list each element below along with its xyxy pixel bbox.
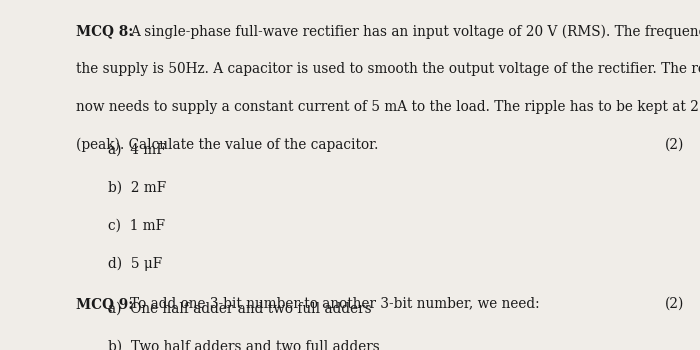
Text: the supply is 50Hz. A capacitor is used to smooth the output voltage of the rect: the supply is 50Hz. A capacitor is used … <box>76 62 700 76</box>
Text: (2): (2) <box>665 138 685 152</box>
Text: b)  2 mF: b) 2 mF <box>108 181 167 195</box>
Text: To add one 3-bit number to another 3-bit number, we need:: To add one 3-bit number to another 3-bit… <box>130 297 540 311</box>
Text: b)  Two half adders and two full adders: b) Two half adders and two full adders <box>108 340 380 350</box>
Text: d)  5 μF: d) 5 μF <box>108 256 162 271</box>
Text: MCQ 9:: MCQ 9: <box>76 297 133 311</box>
Text: MCQ 8:: MCQ 8: <box>76 25 133 38</box>
Text: (peak). Calculate the value of the capacitor.: (peak). Calculate the value of the capac… <box>76 138 378 152</box>
Text: c)  1 mF: c) 1 mF <box>108 218 166 232</box>
Text: a)  One half adder and two full adders: a) One half adder and two full adders <box>108 302 372 316</box>
Text: A single-phase full-wave rectifier has an input voltage of 20 V (RMS). The frequ: A single-phase full-wave rectifier has a… <box>130 25 700 39</box>
Text: now needs to supply a constant current of 5 mA to the load. The ripple has to be: now needs to supply a constant current o… <box>76 100 700 114</box>
Text: (2): (2) <box>665 297 685 311</box>
Text: a)  4 mF: a) 4 mF <box>108 143 167 157</box>
